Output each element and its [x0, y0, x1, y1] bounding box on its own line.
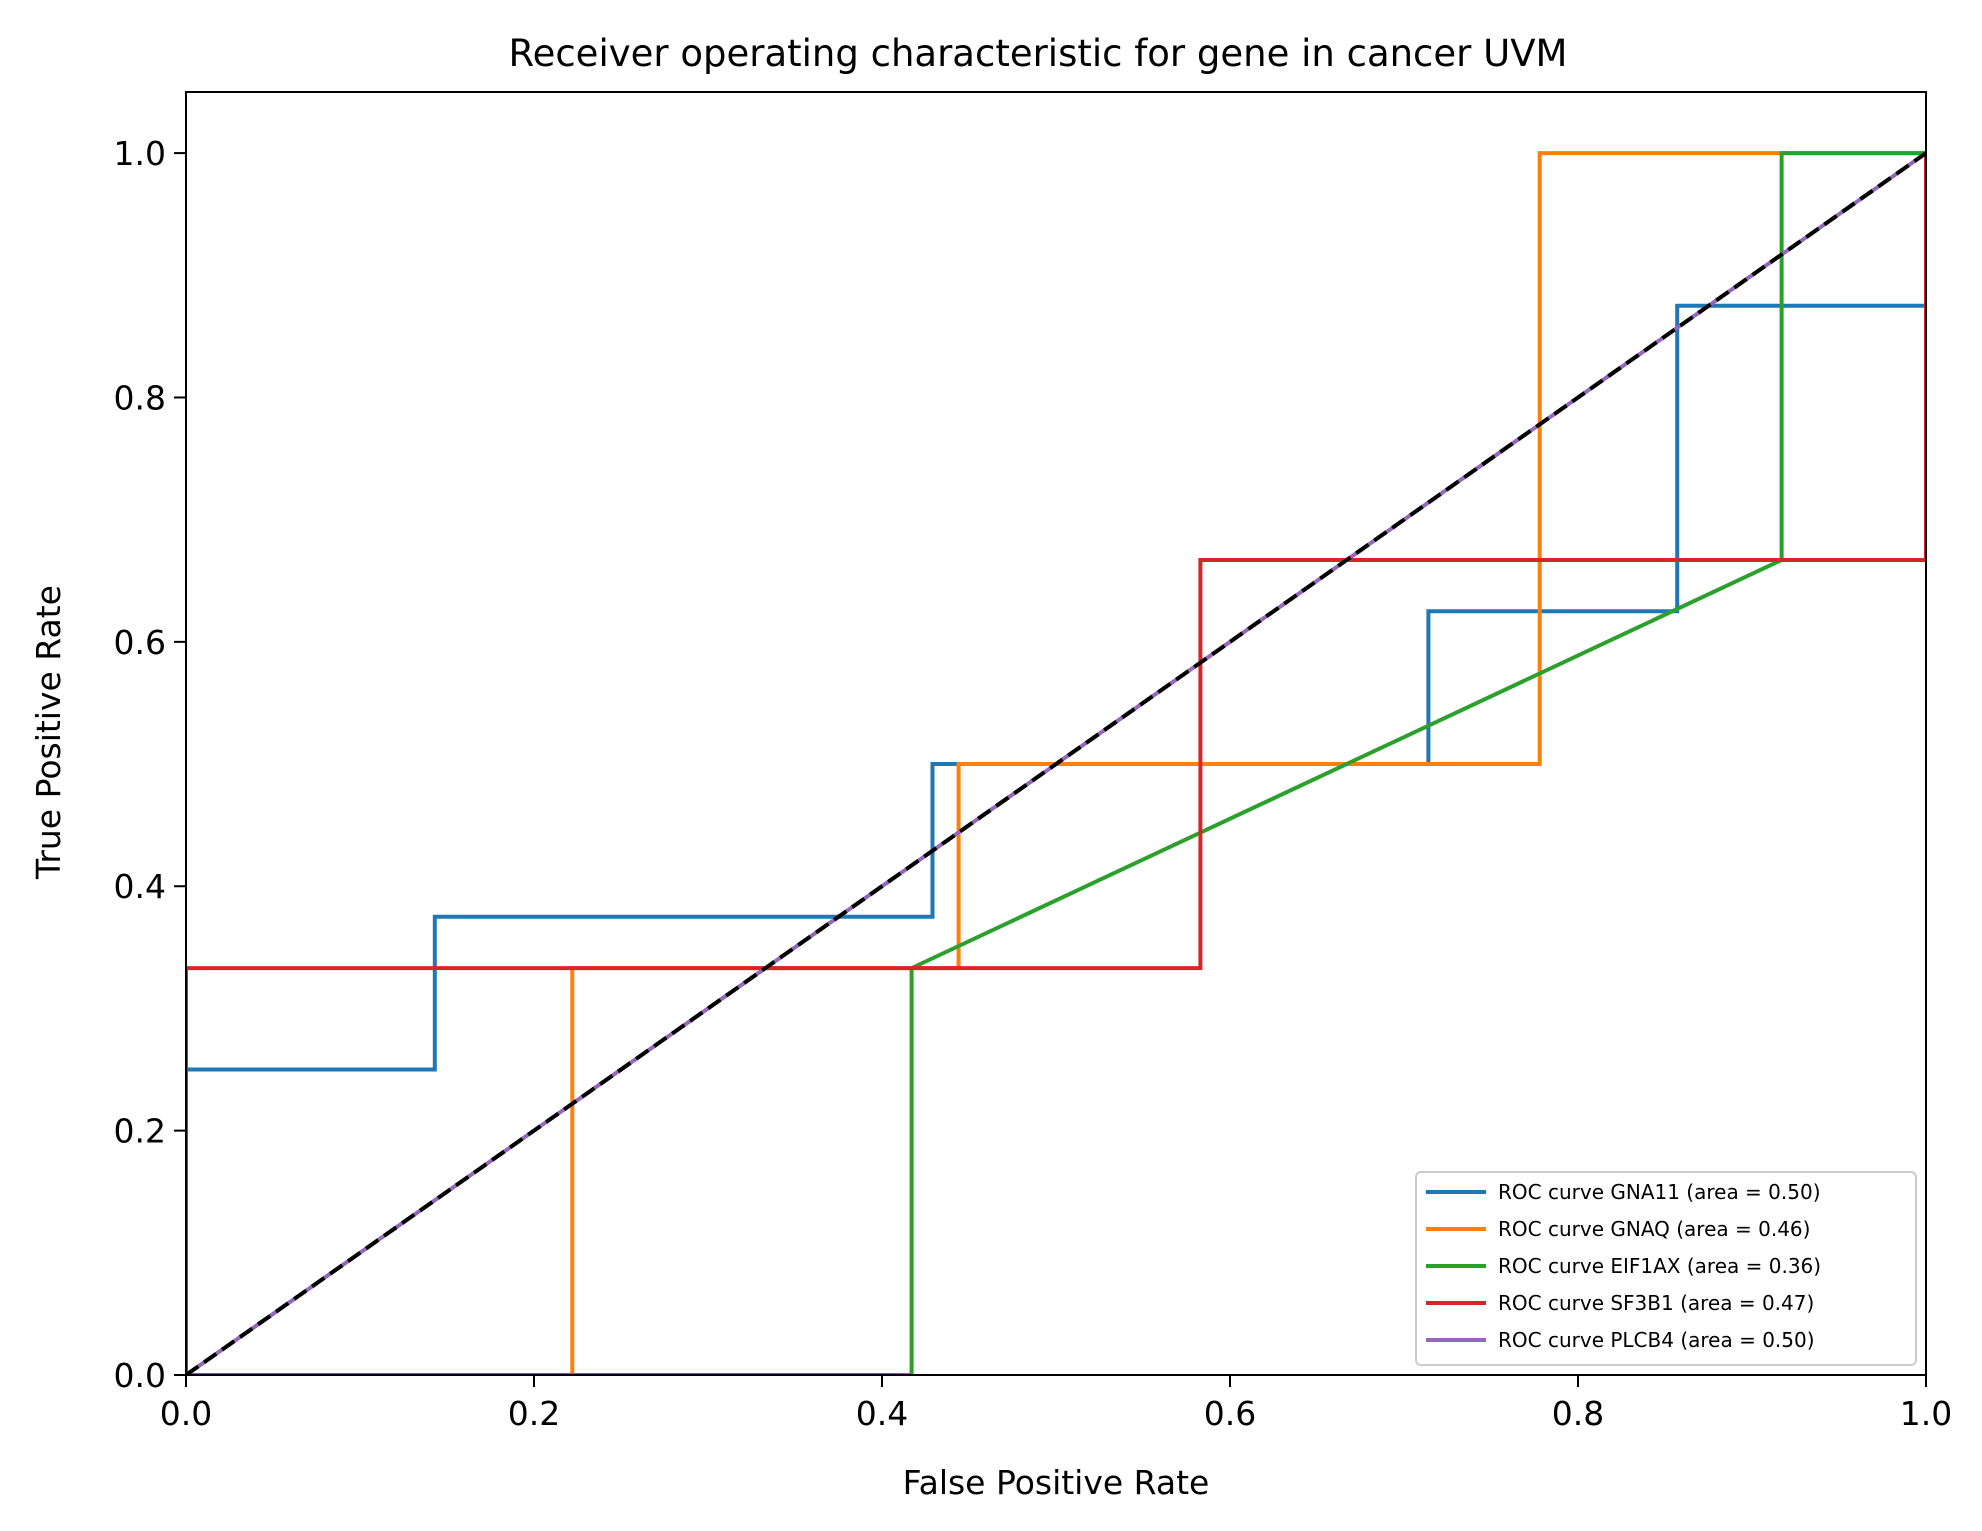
series-line-2 — [186, 151, 1926, 1375]
legend-label: ROC curve PLCB4 (area = 0.50) — [1498, 1328, 1815, 1352]
legend-label: ROC curve EIF1AX (area = 0.36) — [1498, 1254, 1821, 1278]
legend-box — [1415, 1171, 1917, 1366]
y-tick-label: 1.0 — [114, 134, 166, 173]
x-tick-label: 0.6 — [1204, 1394, 1256, 1433]
x-tick-label: 0.0 — [160, 1394, 212, 1433]
series-line-4 — [186, 153, 1926, 1375]
y-axis-label: True Positive Rate — [29, 585, 68, 880]
x-tick-label: 0.2 — [508, 1394, 560, 1433]
x-axis: 0.0 0.2 0.4 0.6 0.8 1.0 — [160, 1375, 1952, 1433]
y-axis: 0.0 0.2 0.4 0.6 0.8 1.0 — [114, 134, 186, 1395]
y-tick-label: 0.6 — [114, 623, 166, 662]
y-tick-label: 0.4 — [114, 867, 166, 906]
x-tick-label: 0.8 — [1552, 1394, 1604, 1433]
x-axis-label: False Positive Rate — [903, 1463, 1210, 1502]
x-tick-label: 0.4 — [856, 1394, 908, 1433]
series-layer — [186, 151, 1926, 1375]
y-tick-label: 0.2 — [114, 1112, 166, 1151]
legend-label: ROC curve SF3B1 (area = 0.47) — [1498, 1291, 1814, 1315]
y-tick-label: 0.8 — [114, 378, 166, 417]
chance-diagonal-line — [186, 151, 1926, 1375]
plot-frame — [185, 91, 1927, 1376]
chart-title: Receiver operating characteristic for ge… — [509, 32, 1568, 75]
y-tick-label: 0.0 — [114, 1356, 166, 1395]
series-line-3 — [186, 151, 1926, 1375]
legend-label: ROC curve GNAQ (area = 0.46) — [1498, 1217, 1810, 1241]
x-tick-label: 1.0 — [1900, 1394, 1952, 1433]
series-line-1 — [186, 303, 1926, 1375]
legend: ROC curve GNA11 (area = 0.50) ROC curve G… — [1415, 1171, 1917, 1366]
legend-label: ROC curve GNA11 (area = 0.50) — [1498, 1180, 1821, 1204]
